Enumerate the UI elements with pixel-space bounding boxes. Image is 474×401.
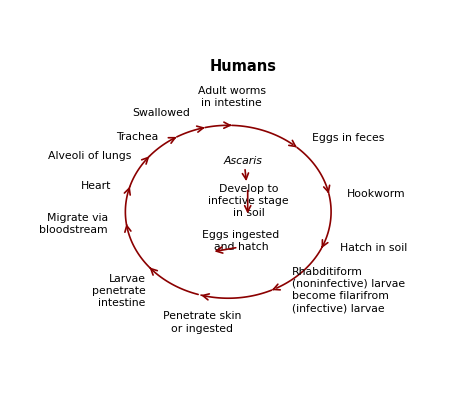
Text: Trachea: Trachea xyxy=(116,132,158,142)
Text: Rhabditiform
(noninfective) larvae
become filarifrom
(infective) larvae: Rhabditiform (noninfective) larvae becom… xyxy=(292,267,405,314)
Text: Eggs ingested
and hatch: Eggs ingested and hatch xyxy=(202,230,280,252)
Text: Swallowed: Swallowed xyxy=(133,108,191,118)
Text: Hookworm: Hookworm xyxy=(347,189,406,199)
Text: Hatch in soil: Hatch in soil xyxy=(340,243,407,253)
Text: Larvae
penetrate
intestine: Larvae penetrate intestine xyxy=(92,273,146,308)
Text: Develop to
infective stage
in soil: Develop to infective stage in soil xyxy=(208,184,289,219)
Text: Alveoli of lungs: Alveoli of lungs xyxy=(48,151,131,161)
Text: Eggs in feces: Eggs in feces xyxy=(312,133,384,143)
Text: Ascaris: Ascaris xyxy=(223,156,263,166)
Text: Heart: Heart xyxy=(81,182,111,192)
Text: Penetrate skin
or ingested: Penetrate skin or ingested xyxy=(163,312,241,334)
Text: Humans: Humans xyxy=(210,59,276,74)
Text: Migrate via
bloodstream: Migrate via bloodstream xyxy=(39,213,108,235)
Text: Adult worms
in intestine: Adult worms in intestine xyxy=(198,86,266,108)
